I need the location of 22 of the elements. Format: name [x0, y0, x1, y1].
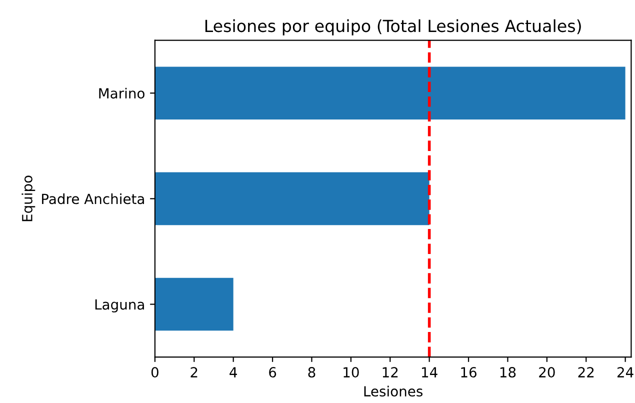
- x-tick-label: 22: [578, 367, 594, 378]
- x-tick-label: 8: [308, 367, 316, 378]
- bar: [154, 278, 234, 331]
- x-tick-label: 24: [617, 367, 634, 378]
- y-axis-title: Equipo: [22, 176, 36, 222]
- x-axis-title: Lesiones: [364, 386, 422, 397]
- x-tick-label: 16: [461, 367, 476, 378]
- x-tick-label: 4: [230, 367, 237, 378]
- bar: [154, 66, 626, 120]
- bar: [154, 172, 430, 226]
- x-tick-label: 12: [382, 367, 398, 378]
- x-tick-label: 2: [190, 367, 198, 378]
- x-tick-label: 10: [344, 367, 359, 378]
- x-tick-label: 18: [500, 367, 516, 378]
- x-tick-label: 14: [422, 367, 438, 378]
- y-tick-label: Laguna: [95, 299, 144, 312]
- y-tick-label: Marino: [99, 88, 144, 99]
- x-tick-label: 20: [539, 367, 555, 378]
- y-tick-label: Padre Anchieta: [42, 193, 144, 204]
- x-tick-label: 6: [269, 367, 276, 378]
- chart-title: Lesiones por equipo (Total Lesiones Actuales): [205, 19, 581, 36]
- x-tick-label: 0: [151, 367, 158, 378]
